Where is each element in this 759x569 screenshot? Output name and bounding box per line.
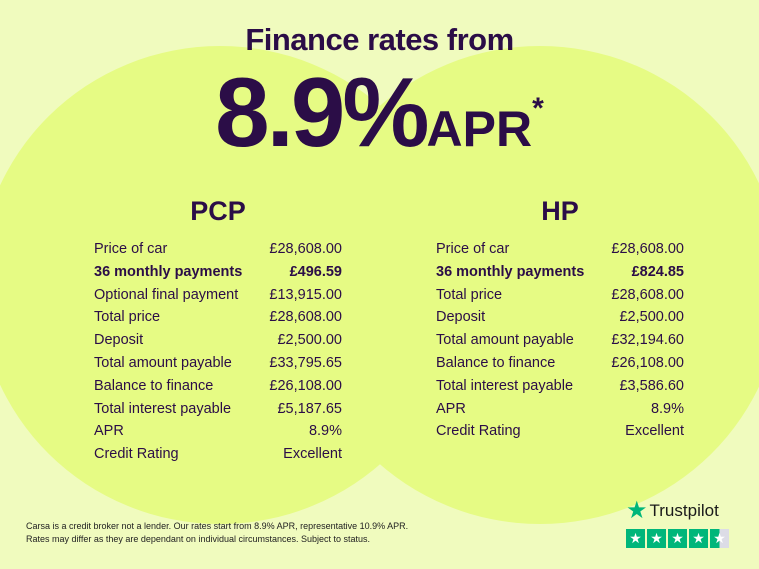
row-value: 8.9% — [650, 400, 684, 417]
row-value: £33,795.65 — [269, 354, 342, 371]
row-label: Total interest payable — [94, 400, 232, 417]
row-label: 36 monthly payments — [436, 263, 585, 280]
table-row: 36 monthly payments £824.85 — [436, 261, 684, 284]
row-value: £496.59 — [289, 263, 342, 280]
row-label: Deposit — [94, 332, 144, 349]
table-row: Total price £28,608.00 — [436, 284, 684, 307]
pcp-table: PCP Price of car £28,608.00 36 monthly pay… — [94, 196, 342, 466]
row-label: Credit Rating — [94, 446, 179, 463]
row-value: £824.85 — [631, 263, 684, 280]
disclaimer: Carsa is a credit broker not a lender. O… — [26, 520, 408, 545]
rate-display: 8.9%APR* — [0, 62, 759, 162]
table-row: APR 8.9% — [436, 398, 684, 421]
row-label: Total interest payable — [436, 377, 574, 394]
row-value: £28,608.00 — [269, 241, 342, 257]
table-row: Balance to finance £26,108.00 — [436, 352, 684, 375]
row-label: Balance to finance — [94, 377, 214, 394]
table-row: Credit Rating Excellent — [436, 420, 684, 443]
table-row: 36 monthly payments £496.59 — [94, 261, 342, 284]
table-row: Total amount payable £33,795.65 — [94, 352, 342, 375]
table-row: Deposit £2,500.00 — [436, 306, 684, 329]
star-icon: ★ — [710, 529, 729, 548]
table-row: Total price £28,608.00 — [94, 306, 342, 329]
trustpilot-star-icon: ★ — [626, 497, 648, 524]
disclaimer-line-1: Carsa is a credit broker not a lender. O… — [26, 521, 409, 531]
row-label: Credit Rating — [436, 423, 521, 440]
row-value: £2,500.00 — [619, 309, 684, 326]
trustpilot-badge[interactable]: ★ Trustpilot ★ ★ ★ ★ ★ — [626, 496, 729, 548]
star-icon: ★ — [689, 529, 708, 548]
row-label: Total amount payable — [436, 332, 574, 349]
disclaimer-line-2: Rates may differ as they are dependant o… — [26, 533, 371, 544]
row-value: £5,187.65 — [277, 400, 342, 417]
trustpilot-rating: ★ ★ ★ ★ ★ — [626, 529, 729, 548]
table-row: APR 8.9% — [94, 420, 342, 443]
row-value: Excellent — [625, 423, 684, 440]
table-row: Credit Rating Excellent — [94, 443, 342, 466]
table-row: Total interest payable £3,586.60 — [436, 375, 684, 398]
row-value: 8.9% — [308, 423, 342, 440]
row-label: Total amount payable — [94, 354, 232, 371]
row-value: £26,108.00 — [611, 354, 684, 371]
background-circle-right — [298, 46, 759, 524]
table-row: Total interest payable £5,187.65 — [94, 398, 342, 421]
rate-suffix: APR — [426, 101, 533, 157]
row-value: £28,608.00 — [611, 241, 684, 257]
row-label: 36 monthly payments — [94, 263, 243, 280]
table-row: Balance to finance £26,108.00 — [94, 375, 342, 398]
row-label: Total price — [436, 286, 503, 303]
table-row: Optional final payment £13,915.00 — [94, 284, 342, 307]
table-row: Total amount payable £32,194.60 — [436, 329, 684, 352]
row-label: Optional final payment — [94, 286, 239, 303]
rate-value: 8.9% — [215, 57, 429, 167]
row-value: £2,500.00 — [277, 332, 342, 349]
row-value: £28,608.00 — [611, 286, 684, 303]
row-value: £13,915.00 — [269, 286, 342, 303]
trustpilot-name: Trustpilot — [649, 500, 719, 520]
headline: Finance rates from — [245, 22, 514, 57]
row-label: Price of car — [94, 241, 168, 257]
row-value: £32,194.60 — [611, 332, 684, 349]
hp-table: HP Price of car £28,608.00 36 monthly paym… — [436, 196, 684, 443]
star-icon: ★ — [668, 529, 687, 548]
row-label: Deposit — [436, 309, 486, 326]
table-row: Price of car £28,608.00 — [94, 238, 342, 261]
table-row: Price of car £28,608.00 — [436, 238, 684, 261]
row-value: £28,608.00 — [269, 309, 342, 326]
row-value: Excellent — [283, 446, 342, 463]
star-icon: ★ — [647, 529, 666, 548]
star-icon: ★ — [626, 529, 645, 548]
row-value: £26,108.00 — [269, 377, 342, 394]
row-label: APR — [436, 400, 466, 417]
hp-title: HP — [541, 196, 579, 226]
row-label: Total price — [94, 309, 161, 326]
row-label: APR — [94, 423, 124, 440]
asterisk: * — [532, 92, 544, 125]
row-label: Balance to finance — [436, 354, 556, 371]
table-row: Deposit £2,500.00 — [94, 329, 342, 352]
pcp-title: PCP — [190, 196, 246, 226]
trustpilot-logo: ★ Trustpilot — [626, 496, 729, 525]
row-value: £3,586.60 — [619, 377, 684, 394]
row-label: Price of car — [436, 241, 510, 257]
